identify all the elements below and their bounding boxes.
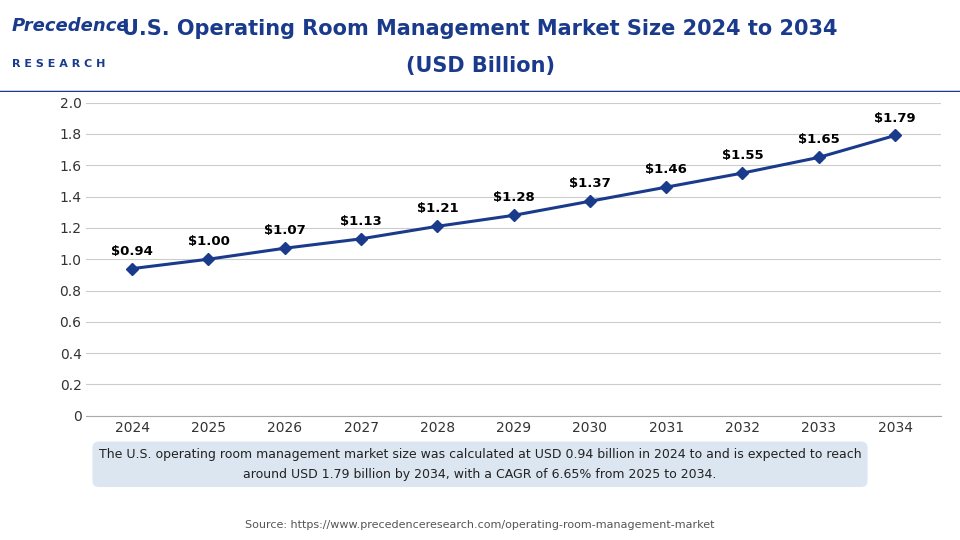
Text: The U.S. operating room management market size was calculated at USD 0.94 billio: The U.S. operating room management marke… bbox=[99, 448, 861, 481]
Text: Source: https://www.precedenceresearch.com/operating-room-management-market: Source: https://www.precedenceresearch.c… bbox=[245, 520, 715, 530]
Text: $1.55: $1.55 bbox=[722, 149, 763, 162]
Text: $1.21: $1.21 bbox=[417, 202, 458, 215]
Text: $1.13: $1.13 bbox=[340, 215, 382, 228]
Text: $1.37: $1.37 bbox=[569, 177, 611, 190]
Text: $0.94: $0.94 bbox=[111, 245, 153, 258]
Text: R E S E A R C H: R E S E A R C H bbox=[12, 59, 105, 69]
Text: U.S. Operating Room Management Market Size 2024 to 2034: U.S. Operating Room Management Market Si… bbox=[122, 19, 838, 39]
Text: $1.28: $1.28 bbox=[492, 191, 535, 204]
Text: Precedence: Precedence bbox=[12, 17, 130, 35]
Text: $1.65: $1.65 bbox=[798, 133, 840, 146]
Text: $1.07: $1.07 bbox=[264, 224, 305, 237]
Text: (USD Billion): (USD Billion) bbox=[405, 56, 555, 76]
Text: $1.79: $1.79 bbox=[875, 112, 916, 125]
Text: $1.00: $1.00 bbox=[187, 235, 229, 248]
Text: $1.46: $1.46 bbox=[645, 163, 687, 176]
